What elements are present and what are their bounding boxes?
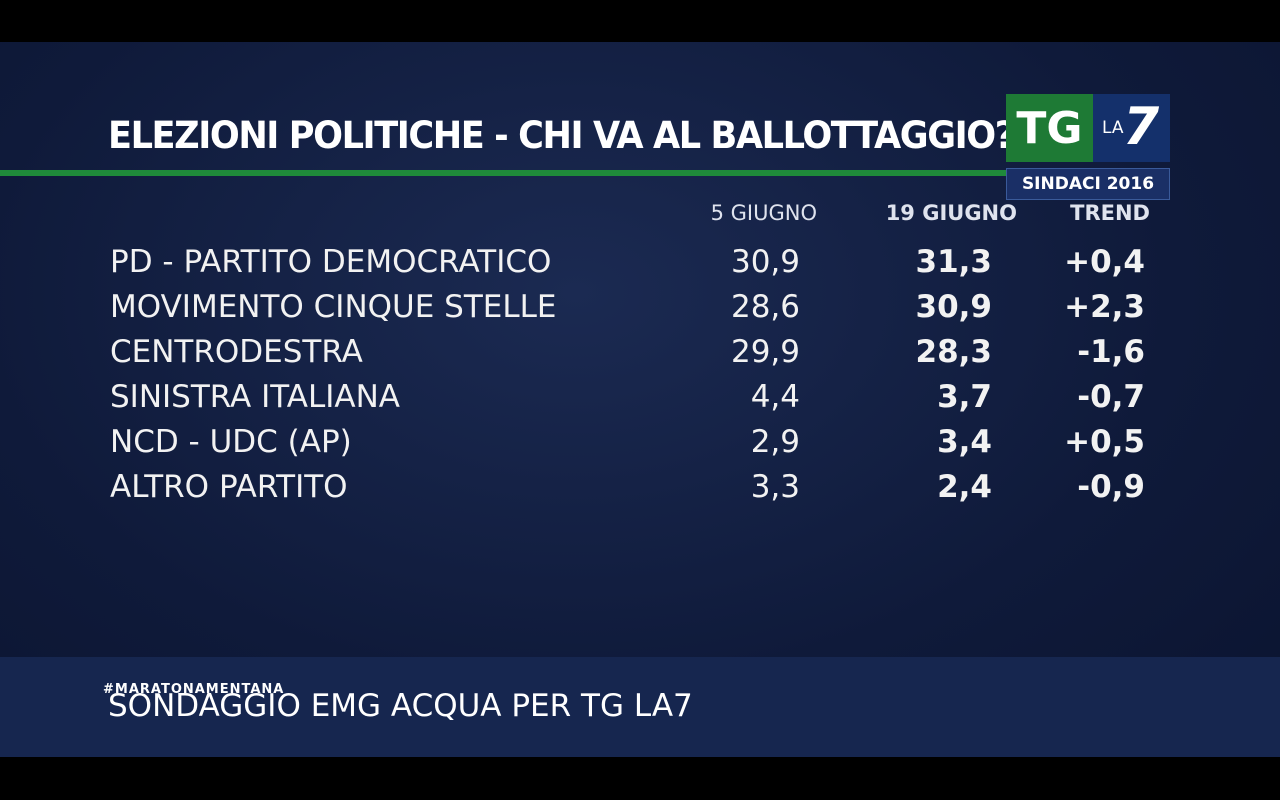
logo-box — [1093, 94, 1170, 162]
value-cell: 30,9 — [730, 244, 800, 280]
value-cell: 2,4 — [937, 469, 992, 505]
value-cell: +0,4 — [1064, 244, 1145, 280]
value-cell: 3,3 — [750, 469, 800, 505]
value-cell: 4,4 — [750, 379, 800, 415]
source: SONDAGGIO EMG ACQUA PER TG LA7 — [108, 688, 693, 724]
value-cell: 3,7 — [937, 379, 992, 415]
footer-band — [0, 657, 1280, 757]
title: ELEZIONI POLITICHE - CHI VA AL BALLOTTAG… — [108, 114, 1015, 157]
value-cell: 3,4 — [937, 424, 992, 460]
hashtag: #MARATONAMENTANA — [103, 682, 285, 697]
value-cell: +0,5 — [1064, 424, 1145, 460]
value-cell: 28,6 — [730, 289, 800, 325]
party-name: PD - PARTITO DEMOCRATICO — [110, 244, 552, 280]
value-cell: +2,3 — [1064, 289, 1145, 325]
value-cell: 31,3 — [915, 244, 993, 280]
column-header: 5 GIUGNO — [710, 201, 817, 225]
party-name: SINISTRA ITALIANA — [110, 379, 401, 415]
value-cell: -0,9 — [1077, 469, 1145, 505]
logo-tg: TG — [1006, 94, 1093, 162]
value-cell: -0,7 — [1077, 379, 1145, 415]
logo-seven: 7 — [1123, 97, 1160, 157]
column-header: 19 GIUGNO — [885, 201, 1017, 225]
divider — [0, 170, 1010, 176]
value-cell: -1,6 — [1077, 334, 1145, 370]
party-name: CENTRODESTRA — [110, 334, 363, 370]
value-cell: 2,9 — [750, 424, 800, 460]
party-name: ALTRO PARTITO — [110, 469, 348, 505]
value-cell: 29,9 — [730, 334, 800, 370]
column-header: TREND — [1070, 201, 1150, 225]
logo-la: LA — [1102, 118, 1124, 138]
value-cell: 28,3 — [915, 334, 993, 370]
logo-subtitle: SINDACI 2016 — [1006, 168, 1170, 200]
value-cell: 30,9 — [915, 289, 993, 325]
party-name: MOVIMENTO CINQUE STELLE — [110, 289, 557, 325]
party-name: NCD - UDC (AP) — [110, 424, 352, 460]
